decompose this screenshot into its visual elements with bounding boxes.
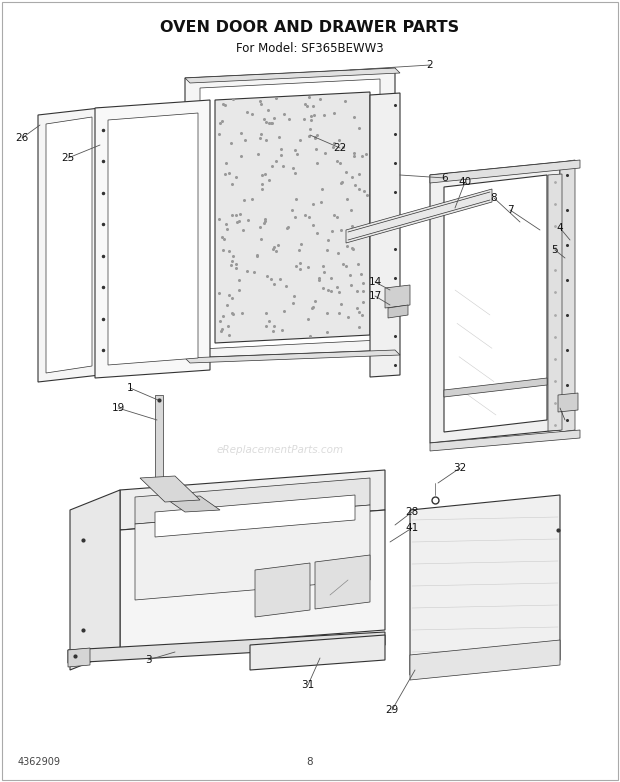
Polygon shape bbox=[155, 395, 163, 480]
Text: 4362909: 4362909 bbox=[18, 757, 61, 767]
Polygon shape bbox=[250, 635, 385, 670]
Polygon shape bbox=[135, 478, 370, 524]
Text: 31: 31 bbox=[301, 680, 314, 690]
Polygon shape bbox=[165, 496, 220, 512]
Polygon shape bbox=[215, 92, 370, 343]
Polygon shape bbox=[558, 393, 578, 412]
Polygon shape bbox=[46, 117, 92, 373]
Polygon shape bbox=[548, 174, 562, 431]
Text: 2: 2 bbox=[427, 60, 433, 70]
Text: 8: 8 bbox=[490, 193, 497, 203]
Text: eReplacementParts.com: eReplacementParts.com bbox=[216, 445, 343, 455]
Polygon shape bbox=[444, 175, 547, 432]
Polygon shape bbox=[388, 305, 408, 318]
Text: 14: 14 bbox=[368, 277, 382, 287]
Text: 3: 3 bbox=[144, 655, 151, 665]
Polygon shape bbox=[185, 68, 395, 358]
Text: 1: 1 bbox=[126, 383, 133, 393]
Polygon shape bbox=[410, 640, 560, 680]
Polygon shape bbox=[108, 113, 198, 365]
Polygon shape bbox=[200, 79, 380, 349]
Polygon shape bbox=[385, 285, 410, 308]
Text: 28: 28 bbox=[405, 507, 419, 517]
Polygon shape bbox=[255, 563, 310, 617]
Text: 17: 17 bbox=[368, 291, 382, 301]
Polygon shape bbox=[430, 160, 580, 183]
Polygon shape bbox=[155, 495, 355, 537]
Polygon shape bbox=[68, 632, 385, 663]
Text: 25: 25 bbox=[61, 153, 74, 163]
Polygon shape bbox=[430, 430, 580, 451]
Polygon shape bbox=[410, 495, 560, 675]
Polygon shape bbox=[185, 350, 400, 363]
Text: 8: 8 bbox=[307, 757, 313, 767]
Polygon shape bbox=[346, 189, 492, 243]
Text: 41: 41 bbox=[405, 523, 419, 533]
Polygon shape bbox=[120, 510, 385, 650]
Polygon shape bbox=[70, 490, 120, 670]
Polygon shape bbox=[135, 505, 370, 600]
Polygon shape bbox=[120, 470, 385, 530]
Polygon shape bbox=[185, 68, 400, 83]
Text: 32: 32 bbox=[453, 463, 467, 473]
Polygon shape bbox=[560, 160, 575, 432]
Text: 7: 7 bbox=[507, 205, 513, 215]
Text: 29: 29 bbox=[386, 705, 399, 715]
Text: 4: 4 bbox=[557, 223, 564, 233]
Polygon shape bbox=[444, 378, 547, 397]
Text: 6: 6 bbox=[441, 173, 448, 183]
Polygon shape bbox=[430, 162, 560, 443]
Text: 26: 26 bbox=[16, 133, 29, 143]
Text: OVEN DOOR AND DRAWER PARTS: OVEN DOOR AND DRAWER PARTS bbox=[161, 20, 459, 35]
Text: For Model: SF365BEWW3: For Model: SF365BEWW3 bbox=[236, 41, 384, 55]
Polygon shape bbox=[315, 555, 370, 609]
Text: 40: 40 bbox=[458, 177, 472, 187]
Polygon shape bbox=[140, 476, 200, 502]
Text: 19: 19 bbox=[112, 403, 125, 413]
Polygon shape bbox=[38, 108, 100, 382]
Polygon shape bbox=[95, 100, 210, 378]
Text: 22: 22 bbox=[334, 143, 347, 153]
Text: 5: 5 bbox=[552, 245, 559, 255]
Polygon shape bbox=[370, 93, 400, 377]
Polygon shape bbox=[68, 648, 90, 667]
